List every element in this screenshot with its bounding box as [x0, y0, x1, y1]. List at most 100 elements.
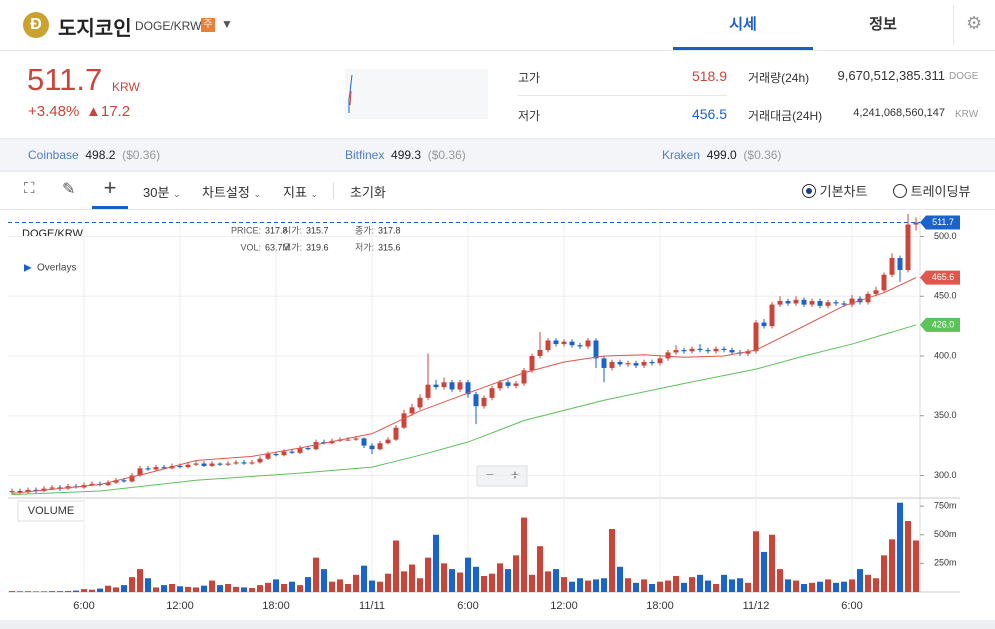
exchange-price: 499.0 [706, 148, 737, 162]
candle-body [89, 483, 95, 486]
overlay-arrow: ▶ [24, 263, 32, 274]
candle-body [817, 301, 823, 306]
volume-bar [505, 569, 511, 592]
volume-bar [537, 546, 543, 592]
volume-bar [97, 588, 103, 592]
volume-bar [217, 585, 223, 592]
candle-body [617, 361, 623, 365]
volume-bar [177, 586, 183, 592]
candle-body [345, 439, 351, 441]
zoom-in[interactable]: + [511, 467, 519, 483]
candle-body [369, 445, 375, 450]
exchange: Coinbase 498.2 ($0.36) [28, 148, 160, 162]
volume-bar [489, 573, 495, 592]
candle-body [545, 340, 551, 351]
volume-bar [57, 591, 63, 592]
indicators: 지표 [283, 185, 307, 200]
volume-bar [665, 580, 671, 592]
candle-body [481, 397, 487, 407]
settings-icon[interactable]: ⚙ [966, 13, 983, 33]
stat-label: 거래대금(24H) [748, 109, 823, 123]
candle-body [801, 299, 807, 305]
candle-body [273, 453, 279, 456]
view-radio[interactable]: 트레이딩뷰 [893, 181, 970, 200]
tab[interactable]: 시세 [673, 0, 813, 50]
volume-bar [545, 571, 551, 592]
volume-bar [785, 579, 791, 592]
candle-body [17, 491, 23, 493]
candle-body [625, 363, 631, 365]
candle-body [433, 384, 439, 388]
candle-body [105, 482, 111, 486]
candle-body [657, 358, 663, 364]
candle-body [905, 224, 911, 270]
candle-body [353, 438, 359, 440]
draw-icon[interactable]: ✎ [62, 181, 76, 198]
view-radio[interactable]: 기본차트 [802, 181, 867, 200]
volume-bar [73, 590, 79, 592]
exchange-usd: ($0.36) [743, 148, 782, 162]
candle-body [257, 458, 263, 463]
candle-body [393, 427, 399, 440]
zoom-box [476, 465, 528, 487]
divider [953, 5, 954, 45]
volume-bar [169, 583, 175, 592]
volume-bar [433, 534, 439, 592]
candle-body [129, 475, 135, 482]
top-bar: Đ 도지코인 DOGE/KRW 주 ▼ 시세 정보 ⚙ [0, 0, 995, 51]
price-panel: 511.7 KRW +3.48% ▲17.2 고가 518.9 저가 456.5… [0, 51, 995, 138]
fullscreen-icon[interactable]: ⛶ [24, 180, 35, 197]
candle-body [33, 489, 39, 492]
zoom-out[interactable]: − [486, 467, 494, 483]
volume-bar [33, 591, 39, 592]
candle-body [121, 480, 127, 482]
volume-bar [673, 575, 679, 592]
candle-body [777, 301, 783, 305]
volume-bar [481, 575, 487, 592]
candle-body [465, 382, 471, 395]
settings-select[interactable]: 차트설정 ⌄ [202, 185, 262, 200]
dropdown-caret[interactable]: ▼ [221, 17, 233, 31]
volume-bar [89, 589, 95, 592]
volume-bar [305, 577, 311, 592]
volume-bar [569, 581, 575, 592]
volume-bar [761, 551, 767, 592]
current-price: 511.7 [27, 62, 103, 97]
volume-bar [865, 574, 871, 592]
toolbar: ⛶ ✎ + 30분 ⌄ 차트설정 ⌄ 지표 ⌄ 초기화 기본차트 트레이딩뷰 [0, 172, 995, 210]
volume-bar [473, 566, 479, 592]
candle-body [585, 340, 591, 347]
exchange-price: 499.3 [391, 148, 422, 162]
volume-bar [257, 585, 263, 592]
candle-body [185, 464, 191, 468]
info-value: 317.8 [378, 225, 401, 235]
crosshair-icon[interactable]: + [92, 175, 128, 209]
overlays-toggle[interactable]: Overlays [37, 263, 76, 274]
x-tick-label: 11/12 [743, 600, 770, 612]
candle-body [689, 348, 695, 352]
volume-bar [273, 579, 279, 592]
stat-value: 4,241,068,560,147 [853, 107, 945, 119]
volume-bar [361, 565, 367, 592]
info-value: 315.6 [378, 242, 401, 252]
volume-bar [121, 585, 127, 592]
reset-button[interactable]: 초기화 [350, 185, 386, 200]
candle-body [769, 304, 775, 327]
volume-bar [9, 591, 15, 592]
volume-bar [249, 587, 255, 592]
candle-body [417, 397, 423, 408]
stat-label: 거래량(24h) [748, 71, 810, 85]
interval-select[interactable]: 30분 ⌄ [143, 185, 181, 200]
tab[interactable]: 정보 [869, 16, 897, 33]
sparkline [345, 69, 488, 119]
indicator-select[interactable]: 지표 ⌄ [283, 185, 319, 200]
volume-tick-label: 500m [934, 529, 957, 539]
volume-bar [889, 539, 895, 592]
candle-body [241, 462, 247, 464]
volume-bar [145, 578, 151, 592]
candle-body [305, 448, 311, 450]
settings: 차트설정 [202, 185, 250, 200]
ma-tag [920, 270, 960, 285]
